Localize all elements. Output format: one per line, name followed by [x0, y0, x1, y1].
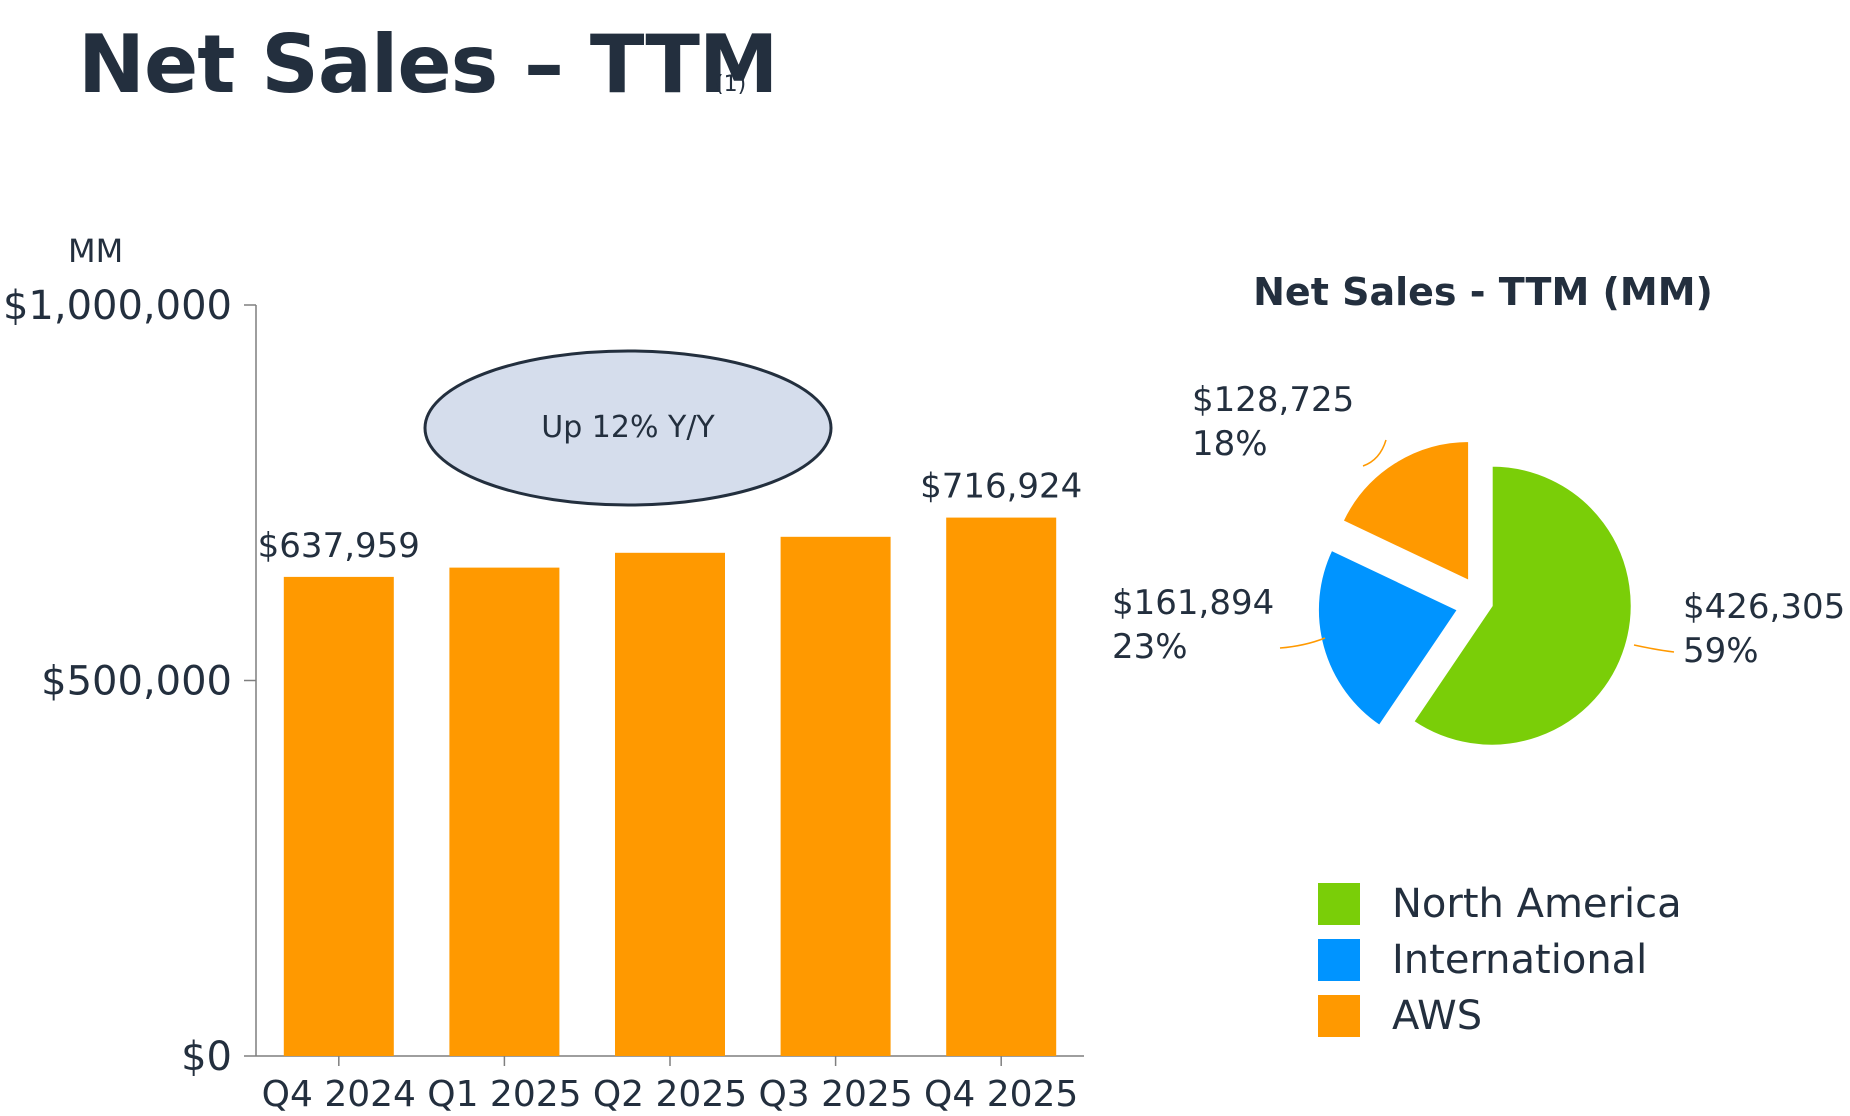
pie-title: Net Sales - TTM (MM)	[1253, 270, 1713, 314]
bar-series	[283, 517, 1057, 1056]
x-tick-label: Q2 2025	[593, 1074, 747, 1115]
bar	[449, 567, 560, 1056]
legend-label: North America	[1392, 881, 1682, 927]
y-tick-label: $0	[181, 1034, 232, 1080]
bar	[780, 536, 891, 1056]
page-title: Net Sales – TTM	[78, 18, 778, 111]
pie-slices	[1316, 440, 1633, 747]
x-axis-labels: Q4 2024 Q1 2025 Q2 2025 Q3 2025 Q4 2025	[262, 1056, 1078, 1115]
legend-item: AWS	[1318, 988, 1682, 1044]
bar-data-labels: $637,959 $716,924	[258, 467, 1083, 566]
y-tick-label: $500,000	[41, 659, 232, 705]
legend-swatch	[1318, 883, 1360, 925]
bar-chart: MM $0 $500,000 $1,000,000 Q4 2024 Q1 2025 Q2…	[3, 232, 1084, 1115]
pie-leader-line	[1362, 439, 1387, 467]
legend-label: AWS	[1392, 993, 1483, 1039]
legend-swatch	[1318, 995, 1360, 1037]
pie-percent-label: 23%	[1112, 627, 1188, 667]
pie-legend: North America International AWS	[1318, 876, 1682, 1044]
pie-percent-label: 59%	[1683, 631, 1759, 671]
x-tick-label: Q1 2025	[427, 1074, 581, 1115]
legend-label: International	[1392, 937, 1648, 983]
pie-value-label: $161,894	[1112, 583, 1274, 623]
bar	[615, 552, 725, 1056]
y-tick-label: $1,000,000	[3, 283, 232, 329]
y-unit-label: MM	[68, 232, 123, 270]
x-tick-label: Q4 2024	[262, 1074, 416, 1115]
x-tick-label: Q3 2025	[758, 1074, 912, 1115]
title-footnote: (1)	[715, 72, 747, 97]
pie-slice	[1316, 548, 1460, 728]
legend-item: North America	[1318, 876, 1682, 932]
growth-annotation-text: Up 12% Y/Y	[541, 410, 715, 445]
pie-leader-line	[1279, 637, 1326, 649]
bar-data-label: $637,959	[258, 526, 420, 566]
bar	[283, 576, 394, 1056]
bar	[946, 517, 1057, 1056]
pie-slice	[1341, 440, 1471, 583]
pie-value-label: $128,725	[1192, 380, 1354, 420]
pie-percent-label: 18%	[1192, 424, 1268, 464]
legend-item: International	[1318, 932, 1682, 988]
x-tick-label: Q4 2025	[924, 1074, 1078, 1115]
pie-slice	[1411, 464, 1633, 747]
pie-value-label: $426,305	[1683, 587, 1845, 627]
legend-swatch	[1318, 939, 1360, 981]
growth-annotation-bubble	[423, 349, 833, 507]
y-axis: $0 $500,000 $1,000,000	[3, 283, 256, 1080]
bar-data-label: $716,924	[920, 467, 1082, 507]
growth-annotation: Up 12% Y/Y	[423, 349, 833, 507]
pie-leader-line	[1633, 644, 1675, 653]
